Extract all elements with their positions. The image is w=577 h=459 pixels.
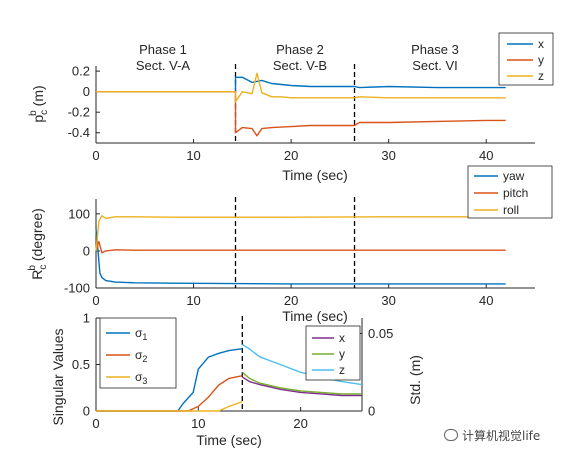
x-tick-label: 20: [284, 293, 298, 308]
y-right-tick-label: 0: [368, 404, 375, 419]
series-line-z: [96, 72, 506, 103]
watermark-text: 计算机视觉life: [462, 429, 541, 443]
x-axis-label: Time (sec): [282, 308, 348, 324]
x-tick-label: 40: [479, 148, 493, 163]
legend-rotation: yaw pitch roll: [467, 165, 553, 219]
y-tick-label: 100: [68, 206, 90, 221]
y-tick-label: -0.2: [68, 105, 90, 120]
legend-label-x: x: [339, 331, 345, 345]
y-tick-label: 0.2: [72, 64, 90, 79]
x-tick-label: 0: [92, 293, 99, 308]
x-tick-label: 10: [186, 148, 200, 163]
legend-label-σ2: σ2: [135, 348, 147, 364]
legend-label-z: z: [538, 69, 544, 83]
y-tick-label: 0: [83, 84, 90, 99]
series-line-y: [241, 371, 362, 395]
x-tick-label: 20: [284, 148, 298, 163]
legend-label-yaw: yaw: [503, 169, 525, 183]
legend-sigma: σ1 σ2 σ3: [99, 317, 177, 389]
legend-box: [498, 32, 554, 86]
y-right-tick-label: 0.05: [368, 326, 393, 341]
legend-label-x: x: [538, 37, 544, 51]
y-axis-label: Rcb(degree): [27, 208, 49, 280]
y-tick-label: 0: [83, 243, 90, 258]
x-tick-label: 40: [479, 293, 493, 308]
series-line-z: [241, 343, 363, 386]
x-tick-label: 10: [191, 416, 205, 431]
phase-1-section: Sect. V-A: [136, 58, 191, 73]
phase-2-section: Sect. V-B: [273, 58, 327, 73]
legend-label-z: z: [339, 363, 345, 377]
legend-label-σ1: σ1: [135, 326, 147, 342]
y-tick-label: -0.4: [68, 125, 90, 140]
series-line-x: [96, 76, 506, 93]
x-axis-label: Time (sec): [282, 167, 348, 183]
phase-3-section: Sect. VI: [412, 58, 458, 73]
series-line-y: [96, 90, 506, 137]
y-axis-label-right: Std. (m): [407, 355, 423, 405]
position-panel: Phase 1 Sect. V-A Phase 2 Sect. V-B Phas…: [28, 32, 554, 183]
y-tick-label: 1: [83, 311, 90, 326]
y-axis-label-left: Singular Values: [50, 328, 66, 425]
y-tick-label: -100: [64, 281, 90, 296]
phase-3-label: Phase 3: [411, 42, 459, 57]
legend-label-pitch: pitch: [503, 186, 528, 200]
y-tick-label: 0: [83, 404, 90, 419]
y-tick-label: 0.5: [72, 357, 90, 372]
x-tick-label: 30: [381, 148, 395, 163]
watermark: 计算机视觉life: [444, 427, 540, 444]
legend-label-y: y: [339, 347, 345, 361]
x-tick-label: 0: [92, 148, 99, 163]
series-line-σ1: [96, 348, 243, 412]
legend-std: xyz: [305, 325, 361, 381]
legend-label-y: y: [538, 53, 544, 67]
series-line-roll: [95, 214, 506, 251]
phase-1-label: Phase 1: [139, 42, 187, 57]
x-tick-label: 30: [381, 293, 395, 308]
series-line-pitch: [95, 240, 506, 254]
legend-label-σ3: σ3: [135, 370, 147, 386]
legend-label-roll: roll: [503, 203, 519, 217]
series-line-yaw: [95, 228, 506, 285]
wechat-icon: [444, 429, 458, 441]
series-line-σ3: [96, 401, 243, 412]
x-tick-label: 10: [186, 293, 200, 308]
legend-position: xyz: [498, 32, 554, 86]
x-tick-label: 0: [92, 416, 99, 431]
phase-2-label: Phase 2: [276, 42, 324, 57]
x-tick-label: 20: [293, 416, 307, 431]
rotation-panel: Time (sec) Rcb(degree) 0 10 20 30 401000-100…: [27, 165, 553, 324]
y-axis-label: pcb(m): [28, 85, 50, 122]
series-line-x: [241, 376, 362, 397]
legend-box: [305, 325, 361, 381]
x-axis-label: Time (sec): [196, 432, 262, 448]
singular-values-panel: Time (sec) Singular Values Std. (m) 0 10 2…: [50, 311, 423, 449]
